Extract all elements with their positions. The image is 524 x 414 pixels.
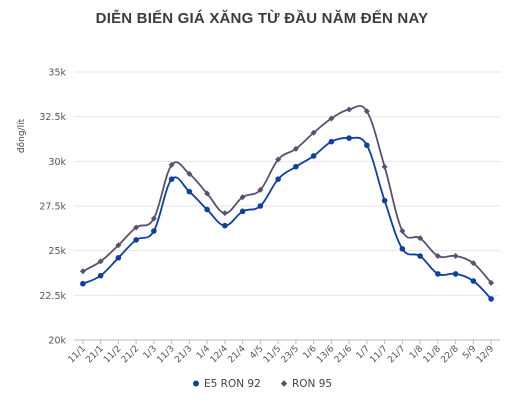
data-point-ron-95 [346, 106, 353, 113]
data-point-e5-ron-92 [310, 153, 317, 159]
data-point-ron-95 [417, 235, 424, 242]
data-point-ron-95 [488, 279, 495, 286]
data-point-ron-95 [257, 186, 264, 193]
data-point-e5-ron-92 [399, 246, 406, 252]
x-tick-label: 13/6 [315, 344, 337, 366]
x-tick-label: 21/7 [386, 344, 407, 365]
data-point-ron-95 [168, 161, 175, 168]
data-point-e5-ron-92 [452, 271, 459, 277]
data-point-ron-95 [79, 268, 86, 275]
data-point-e5-ron-92 [257, 203, 264, 209]
data-point-ron-95 [434, 253, 441, 260]
x-tick-label: 21/2 [120, 344, 141, 365]
y-tick-label: 35k [48, 68, 66, 79]
data-point-ron-95 [221, 210, 228, 217]
data-point-e5-ron-92 [417, 253, 423, 259]
data-point-ron-95 [133, 224, 140, 231]
x-tick-label: 11/5 [262, 344, 283, 365]
chart-title: DIỄN BIẾN GIÁ XĂNG TỪ ĐẦU NĂM ĐẾN NAY [95, 10, 429, 27]
data-point-ron-95 [363, 108, 370, 115]
data-point-e5-ron-92 [488, 296, 494, 302]
series-line-e5-ron-92 [82, 136, 492, 300]
data-point-ron-95 [239, 194, 246, 201]
x-tick-label: 21/1 [84, 344, 105, 365]
data-point-e5-ron-92 [80, 280, 86, 287]
x-tick-label: 11/2 [102, 344, 123, 365]
y-axis-label: đồng/lít [16, 118, 27, 153]
data-point-e5-ron-92 [222, 222, 228, 229]
y-tick-label: 22.5k [39, 291, 66, 302]
y-tick-label: 25k [48, 246, 66, 257]
data-point-e5-ron-92 [381, 197, 388, 204]
data-point-e5-ron-92 [168, 176, 175, 182]
data-point-e5-ron-92 [97, 272, 104, 279]
x-tick-label: 21/6 [333, 344, 355, 366]
data-point-ron-95 [328, 115, 335, 122]
legend-label-ron-95: RON 95 [292, 378, 332, 390]
data-point-e5-ron-92 [133, 237, 139, 243]
data-point-ron-95 [292, 145, 299, 152]
data-point-e5-ron-92 [204, 206, 210, 213]
data-point-e5-ron-92 [115, 255, 122, 261]
x-tick-label: 22/8 [439, 344, 461, 366]
series-line-ron-95 [82, 104, 492, 284]
y-tick-label: 32.5k [39, 112, 66, 123]
data-point-e5-ron-92 [239, 208, 246, 215]
legend-marker-e5-ron-92 [193, 380, 199, 387]
data-point-e5-ron-92 [293, 163, 299, 170]
y-tick-label: 20k [48, 336, 66, 347]
data-point-ron-95 [97, 258, 104, 265]
data-point-e5-ron-92 [346, 135, 352, 141]
data-point-ron-95 [381, 163, 388, 170]
data-point-ron-95 [150, 215, 157, 222]
legend-label-e5-ron-92: E5 RON 92 [204, 378, 261, 390]
data-point-e5-ron-92 [328, 138, 335, 145]
data-point-ron-95 [115, 242, 122, 249]
x-tick-label: 11/8 [422, 344, 444, 366]
data-point-e5-ron-92 [364, 142, 370, 149]
data-point-ron-95 [399, 228, 406, 235]
data-point-e5-ron-92 [275, 176, 281, 182]
data-point-e5-ron-92 [435, 271, 441, 277]
legend-marker-ron-95 [280, 380, 288, 387]
x-tick-label: 21/3 [173, 344, 194, 365]
y-tick-label: 30k [48, 157, 66, 168]
data-point-ron-95 [452, 253, 459, 260]
x-tick-label: 11/1 [67, 344, 88, 365]
data-point-ron-95 [470, 260, 477, 267]
x-tick-label: 21/4 [226, 344, 248, 366]
data-point-ron-95 [275, 156, 282, 163]
y-tick-label: 27.5k [39, 202, 66, 213]
x-tick-label: 12/9 [475, 344, 497, 366]
data-point-e5-ron-92 [151, 228, 157, 234]
x-tick-label: 11/3 [155, 344, 176, 365]
x-tick-label: 12/4 [209, 344, 231, 366]
data-point-e5-ron-92 [470, 278, 477, 284]
data-point-e5-ron-92 [186, 188, 193, 195]
data-point-ron-95 [186, 170, 193, 177]
data-point-ron-95 [204, 190, 211, 197]
data-point-ron-95 [310, 129, 317, 136]
x-tick-label: 23/5 [280, 344, 301, 365]
x-tick-label: 11/7 [368, 344, 389, 365]
